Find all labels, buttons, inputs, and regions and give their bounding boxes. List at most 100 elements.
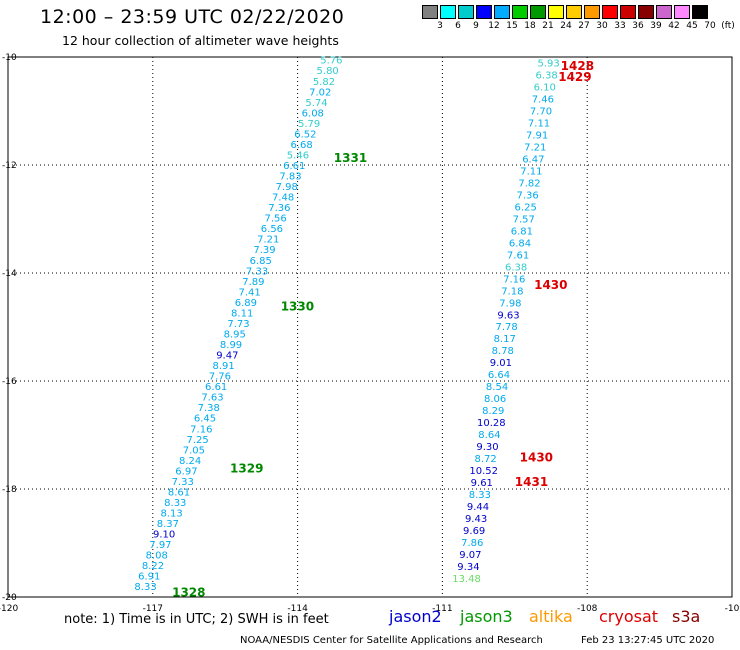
wave-height-value: 9.07 bbox=[459, 550, 481, 561]
wave-height-value: 8.11 bbox=[231, 308, 253, 319]
wave-height-value: 6.97 bbox=[175, 466, 197, 477]
color-scale-label: 30 bbox=[596, 21, 608, 31]
pass-time-label: 1429 bbox=[558, 70, 591, 84]
color-swatch bbox=[476, 5, 492, 19]
wave-height-value: 8.91 bbox=[212, 361, 234, 372]
wave-height-value: 7.89 bbox=[242, 277, 264, 288]
color-swatch bbox=[566, 5, 582, 19]
color-swatch bbox=[458, 5, 474, 19]
wave-height-value: 8.17 bbox=[494, 334, 516, 345]
wave-height-value: 13.48 bbox=[452, 574, 481, 585]
wave-height-value: 8.37 bbox=[157, 519, 179, 530]
wave-height-value: 7.57 bbox=[513, 214, 535, 225]
x-tick-label: -111 bbox=[432, 604, 452, 614]
wave-height-value: 6.91 bbox=[138, 572, 160, 583]
color-scale-label: 45 bbox=[686, 21, 698, 31]
color-swatch bbox=[494, 5, 510, 19]
wave-height-value: 6.61 bbox=[205, 382, 227, 393]
color-scale-label: (ft) bbox=[721, 21, 735, 31]
color-swatch bbox=[656, 5, 672, 19]
y-tick-label: -14 bbox=[2, 269, 17, 279]
wave-height-value: 7.11 bbox=[520, 166, 542, 177]
wave-height-value: 7.38 bbox=[198, 403, 220, 414]
color-swatch bbox=[512, 5, 528, 19]
wave-height-value: 7.25 bbox=[186, 435, 208, 446]
satellite-altika: altika bbox=[529, 607, 573, 626]
wave-height-value: 6.38 bbox=[536, 70, 558, 81]
pass-time-label: 1330 bbox=[281, 299, 314, 313]
wave-height-value: 6.81 bbox=[511, 226, 533, 237]
wave-height-value: 8.64 bbox=[478, 430, 500, 441]
color-scale-label: 42 bbox=[668, 21, 680, 31]
map-frame bbox=[7, 56, 733, 598]
wave-height-value: 6.84 bbox=[509, 238, 531, 249]
color-swatch bbox=[440, 5, 456, 19]
pass-time-label: 1328 bbox=[172, 586, 205, 600]
wave-height-value: 6.68 bbox=[291, 140, 313, 151]
wave-height-value: 9.47 bbox=[216, 351, 238, 362]
color-scale-label: 39 bbox=[650, 21, 662, 31]
wave-height-value: 7.98 bbox=[276, 182, 298, 193]
y-tick-label: -12 bbox=[2, 161, 17, 171]
pass-time-label: 1430 bbox=[534, 278, 567, 292]
color-swatch bbox=[530, 5, 546, 19]
pass-time-label: 1430 bbox=[520, 451, 553, 465]
wave-height-value: 8.78 bbox=[492, 346, 514, 357]
satellite-jason2: jason2 bbox=[389, 607, 442, 626]
wave-height-value: 8.13 bbox=[160, 508, 182, 519]
wave-height-value: 7.33 bbox=[246, 266, 268, 277]
wave-height-value: 8.33 bbox=[469, 490, 491, 501]
x-tick-label: -10 bbox=[725, 604, 740, 614]
generated-timestamp: Feb 23 13:27:45 UTC 2020 bbox=[581, 635, 715, 646]
wave-height-value: 7.78 bbox=[495, 322, 517, 333]
wave-height-value: 7.16 bbox=[190, 424, 212, 435]
wave-height-value: 7.05 bbox=[183, 445, 205, 456]
color-swatch bbox=[422, 5, 438, 19]
wave-height-value: 7.36 bbox=[516, 190, 538, 201]
credit-text: NOAA/NESDIS Center for Satellite Applica… bbox=[240, 635, 543, 646]
wave-height-value: 6.47 bbox=[522, 154, 544, 165]
y-tick-label: -10 bbox=[2, 53, 17, 63]
y-tick-label: -18 bbox=[2, 485, 17, 495]
color-scale-label: 27 bbox=[578, 21, 590, 31]
y-tick-label: -20 bbox=[2, 593, 17, 603]
wave-height-value: 6.25 bbox=[515, 202, 537, 213]
wave-height-value: 8.54 bbox=[486, 382, 508, 393]
pass-time-label: 1329 bbox=[230, 461, 263, 475]
wave-height-value: 6.85 bbox=[250, 256, 272, 267]
satellite-cryosat: cryosat bbox=[599, 607, 659, 626]
wave-height-value: 5.82 bbox=[313, 77, 335, 88]
wave-height-value: 5.46 bbox=[287, 150, 309, 161]
color-swatch bbox=[638, 5, 654, 19]
color-swatch bbox=[692, 5, 708, 19]
color-scale-label: 6 bbox=[455, 21, 461, 31]
wave-height-value: 8.72 bbox=[474, 454, 496, 465]
wave-height-value: 5.93 bbox=[537, 58, 559, 69]
wave-height-value: 7.83 bbox=[279, 172, 301, 183]
wave-height-value: 7.82 bbox=[518, 178, 540, 189]
wave-height-value: 6.45 bbox=[194, 414, 216, 425]
wave-height-value: 7.21 bbox=[257, 235, 279, 246]
wave-height-value: 8.33 bbox=[134, 582, 156, 593]
wave-height-value: 6.64 bbox=[488, 370, 510, 381]
color-swatch bbox=[548, 5, 564, 19]
page-title: 12:00 – 23:59 UTC 02/22/2020 bbox=[40, 6, 345, 28]
wave-height-value: 7.73 bbox=[227, 319, 249, 330]
wave-height-value: 6.38 bbox=[505, 262, 527, 273]
wave-height-value: 7.33 bbox=[172, 477, 194, 488]
color-swatch bbox=[674, 5, 690, 19]
wave-height-value: 7.16 bbox=[503, 274, 525, 285]
color-scale-label: 70 bbox=[704, 21, 716, 31]
wave-height-value: 8.24 bbox=[179, 456, 201, 467]
wave-height-value: 8.33 bbox=[164, 498, 186, 509]
color-scale-label: 12 bbox=[488, 21, 500, 31]
color-scale-label: 18 bbox=[524, 21, 536, 31]
wave-height-value: 7.63 bbox=[201, 393, 223, 404]
wave-height-value: 6.89 bbox=[235, 298, 257, 309]
color-swatch bbox=[602, 5, 618, 19]
wave-height-value: 7.36 bbox=[268, 203, 290, 214]
wave-height-value: 9.34 bbox=[457, 562, 479, 573]
wave-height-value: 8.61 bbox=[168, 487, 190, 498]
wave-height-value: 9.10 bbox=[153, 530, 175, 541]
pass-time-label: 1431 bbox=[515, 475, 548, 489]
